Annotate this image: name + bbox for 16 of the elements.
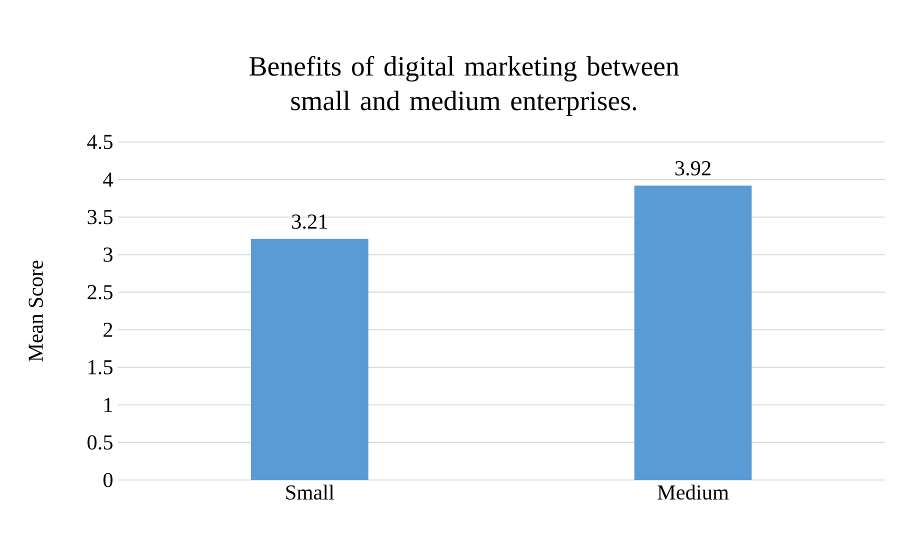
y-tick-label: 0	[103, 472, 112, 488]
y-tick-label: 4	[103, 172, 113, 187]
y-tick-label: 2	[104, 322, 112, 337]
x-tick-label: Medium	[658, 484, 729, 500]
data-label: 3.92	[675, 161, 710, 176]
y-axis-title: Mean Score	[28, 260, 43, 362]
y-tick-label: 4.5	[87, 134, 112, 150]
y-tick-label: 3.5	[88, 210, 112, 224]
chart-title: Benefits of digital marketing between small and medium enterprises.	[249, 56, 679, 116]
y-tick-label: 0.5	[88, 435, 112, 450]
y-tick-label: 3	[104, 248, 112, 262]
y-tick-label: 2.5	[88, 285, 112, 300]
x-tick-label: Small	[286, 484, 334, 500]
y-tick-label: 1.5	[88, 360, 112, 374]
y-tick-label: 1	[104, 398, 112, 412]
data-label: 3.21	[292, 214, 327, 229]
